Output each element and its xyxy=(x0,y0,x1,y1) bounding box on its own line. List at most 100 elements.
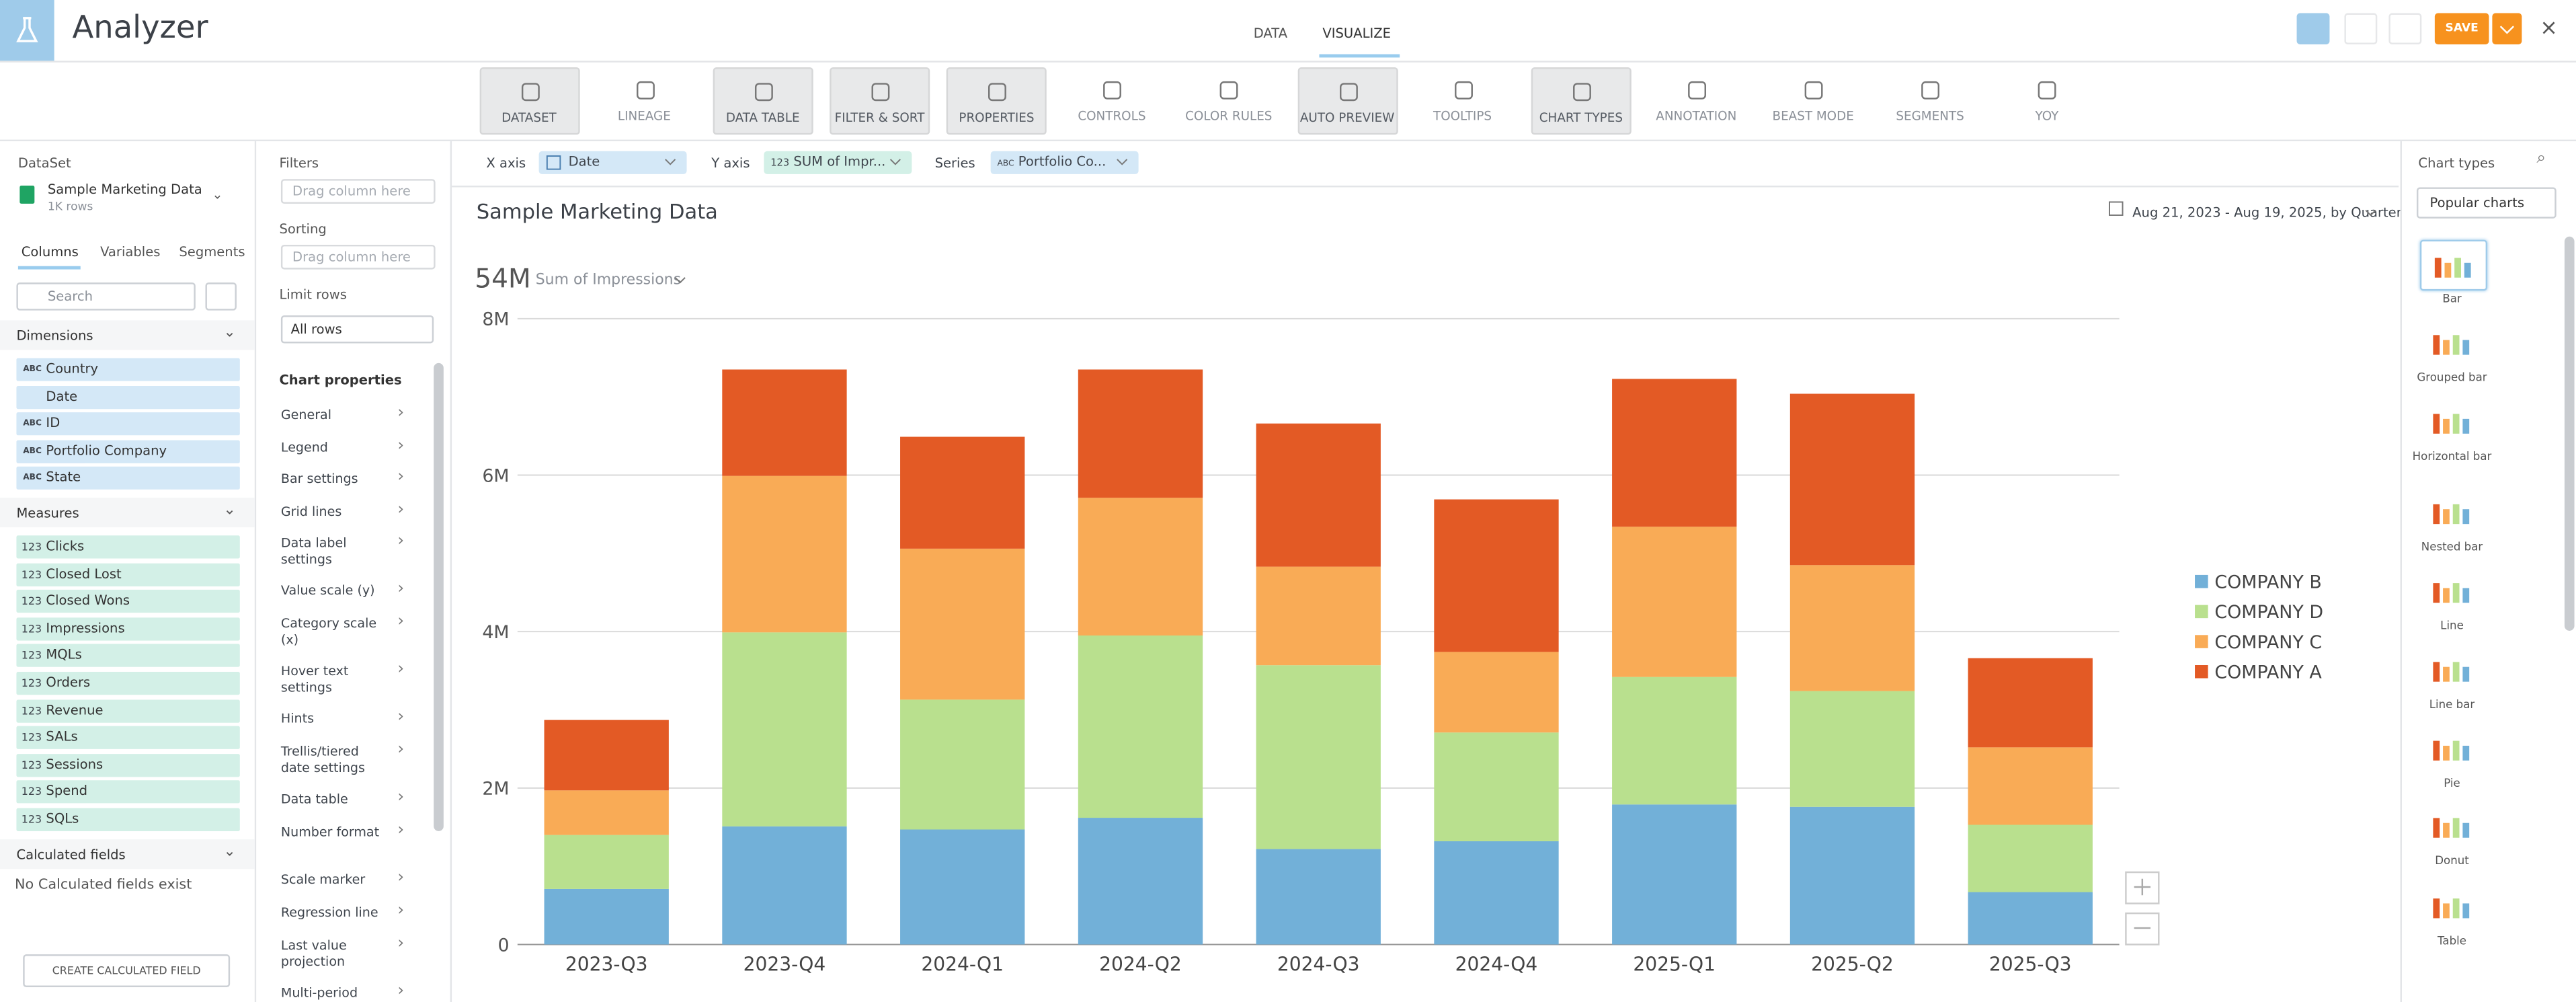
toolbar-button[interactable]: SEGMENTS xyxy=(1882,67,1978,131)
bar-segment xyxy=(1789,806,1915,945)
toolbar-label: PROPERTIES xyxy=(959,110,1035,125)
measure-item[interactable] xyxy=(16,672,240,695)
dataset-menu: ⌄ xyxy=(212,187,223,202)
tab[interactable]: DATA xyxy=(1253,26,1288,42)
measure-item[interactable] xyxy=(16,617,240,641)
toolbar-button[interactable]: TOOLTIPS xyxy=(1414,67,1511,131)
field-type: ABC xyxy=(23,364,42,375)
panel-tab[interactable]: Variables xyxy=(100,244,161,260)
y-tick-label: 8M xyxy=(482,309,509,330)
save-menu[interactable] xyxy=(2492,13,2522,44)
filter-button[interactable] xyxy=(205,282,237,311)
dimension-item[interactable] xyxy=(16,412,240,436)
date-range[interactable]: Aug 21, 2023 - Aug 19, 2025, by Quarter xyxy=(2132,205,2402,221)
property-item[interactable]: Data table xyxy=(280,792,348,807)
chart-type-icon[interactable] xyxy=(2420,802,2484,849)
property-item[interactable]: Number format xyxy=(280,824,380,840)
toolbar-button[interactable]: DATA TABLE xyxy=(713,67,813,135)
limit-input[interactable]: All rows xyxy=(280,315,434,344)
tab-active[interactable]: VISUALIZE xyxy=(1322,26,1391,42)
save-button[interactable]: SAVE xyxy=(2434,13,2489,44)
chart-type-icon[interactable] xyxy=(2420,882,2484,930)
panel-tab[interactable]: Segments xyxy=(179,244,245,260)
measure-item[interactable] xyxy=(16,535,240,559)
section-title[interactable]: Dimensions xyxy=(16,328,93,344)
property-item[interactable]: Scale marker xyxy=(280,872,366,888)
toolbar-button[interactable]: PROPERTIES xyxy=(946,67,1047,135)
section-title[interactable]: Measures xyxy=(16,506,79,521)
toolbar-button[interactable]: FILTER & SORT xyxy=(830,67,930,135)
toolbar-button[interactable]: CONTROLS xyxy=(1063,67,1160,131)
measure-item[interactable] xyxy=(16,590,240,613)
search-box[interactable] xyxy=(16,282,196,311)
dimension-item[interactable] xyxy=(16,467,240,490)
chart-type-label: Horizontal bar xyxy=(2412,450,2492,463)
chart-type-icon[interactable] xyxy=(2420,646,2484,693)
toolbar-label: ANNOTATION xyxy=(1656,108,1737,124)
field-type: 123 xyxy=(21,785,42,800)
chart-type-icon[interactable] xyxy=(2419,239,2488,291)
legend-swatch xyxy=(2195,605,2208,619)
chart-type-icon[interactable] xyxy=(2420,724,2484,772)
dataset-name[interactable]: Sample Marketing Data xyxy=(47,182,202,198)
chart-type-icon[interactable] xyxy=(2420,319,2484,367)
chart-type-dropdown[interactable]: Popular charts xyxy=(2416,187,2557,219)
redo-button[interactable] xyxy=(2388,13,2422,44)
property-item[interactable]: General xyxy=(280,407,332,422)
measure-item[interactable] xyxy=(16,753,240,777)
property-item[interactable]: Legend xyxy=(280,440,328,455)
toolbar-button[interactable]: CHART TYPES xyxy=(1531,67,1632,135)
toolbar-button[interactable]: DATASET xyxy=(479,67,579,135)
measure-item[interactable] xyxy=(16,808,240,831)
filters-drop[interactable]: Drag column here xyxy=(280,179,436,204)
panel-tab[interactable]: Columns xyxy=(21,244,79,260)
dimension-item[interactable] xyxy=(16,385,240,409)
property-item[interactable]: Last value projection xyxy=(280,937,347,970)
measure-item[interactable] xyxy=(16,726,240,750)
property-item[interactable]: Regression line xyxy=(280,904,378,920)
chart-type-icon[interactable] xyxy=(2420,488,2484,535)
measure-item[interactable] xyxy=(16,562,240,586)
property-item[interactable]: Multi-period xyxy=(280,985,358,1001)
measure-item[interactable] xyxy=(16,699,240,722)
dimension-item[interactable] xyxy=(16,358,240,381)
y-axis-pill[interactable]: 123 SUM of Impr... xyxy=(764,151,912,174)
field-name: Clicks xyxy=(46,539,85,554)
toolbar-button[interactable]: LINEAGE xyxy=(596,67,692,131)
summary-label[interactable]: Sum of Impressions xyxy=(535,272,682,289)
toolbar-button[interactable]: BEAST MODE xyxy=(1765,67,1861,131)
x-axis-pill[interactable]: Date xyxy=(538,151,687,174)
field-name: Country xyxy=(46,361,99,377)
scrollbar xyxy=(434,362,444,831)
toolbar xyxy=(0,61,2576,142)
undo-button[interactable] xyxy=(2344,13,2378,44)
chart-type-label: Line bar xyxy=(2429,698,2475,711)
calc-button[interactable]: CREATE CALCULATED FIELD xyxy=(23,954,231,988)
dimension-item[interactable] xyxy=(16,440,240,463)
section-title[interactable]: Calculated fields xyxy=(16,847,126,863)
property-item[interactable]: Grid lines xyxy=(280,504,342,519)
series-pill[interactable]: ABC Portfolio Co... xyxy=(990,151,1139,174)
toolbar-button[interactable]: AUTO PREVIEW xyxy=(1297,67,1398,135)
toolbar-button[interactable]: COLOR RULES xyxy=(1180,67,1277,131)
logo-icon xyxy=(16,17,38,42)
property-item[interactable]: Value scale (y) xyxy=(280,583,375,599)
measure-item[interactable] xyxy=(16,644,240,668)
property-item[interactable]: Category scale (x) xyxy=(280,615,377,648)
toolbar-button[interactable]: YOY xyxy=(1999,67,2095,131)
collab-button[interactable] xyxy=(2296,13,2330,44)
property-item[interactable]: Data label settings xyxy=(280,535,347,567)
app-logo[interactable] xyxy=(0,0,54,61)
chart-type-icon[interactable] xyxy=(2420,567,2484,615)
property-item[interactable]: Bar settings xyxy=(280,471,358,487)
property-item[interactable]: Hover text settings xyxy=(280,663,349,695)
chart-type-icon[interactable] xyxy=(2420,397,2484,445)
toolbar-button[interactable]: ANNOTATION xyxy=(1648,67,1744,131)
measure-item[interactable] xyxy=(16,781,240,804)
sorting-drop[interactable]: Drag column here xyxy=(280,244,436,270)
property-item[interactable]: Trellis/tiered date settings xyxy=(280,744,365,775)
close-button[interactable]: × xyxy=(2540,16,2558,42)
property-item[interactable]: Hints xyxy=(280,711,315,726)
